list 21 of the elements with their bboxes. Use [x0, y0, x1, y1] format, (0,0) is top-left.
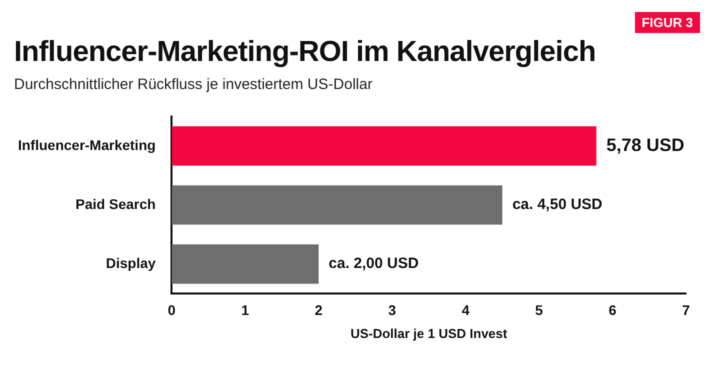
y-tick-label: Paid Search — [76, 196, 156, 212]
x-tick-label: 0 — [168, 302, 176, 318]
x-tick-label: 2 — [314, 302, 323, 318]
x-tick-label: 3 — [388, 302, 396, 318]
bar — [172, 244, 319, 284]
data-label: ca. 2,00 USD — [328, 255, 419, 272]
text: FIGUR 3 — [634, 12, 700, 33]
data-label: 5,78 USD — [606, 134, 684, 155]
x-tick-label: 5 — [535, 302, 544, 318]
x-tick-label: 6 — [608, 302, 617, 318]
bar — [172, 126, 596, 166]
chart-subtitle: Durchschnittlicher Rückfluss je investiertem US-Dollar — [14, 76, 372, 93]
y-tick-label: Influencer-Marketing — [18, 136, 156, 153]
x-tick-label: 4 — [462, 302, 470, 318]
data-label: ca. 4,50 USD — [512, 196, 603, 214]
y-tick-label: Display — [106, 254, 156, 271]
bar — [172, 185, 502, 225]
x-tick-label: 7 — [682, 302, 690, 318]
chart-title: Influencer-Marketing-ROI im Kanalvergleich — [14, 36, 596, 69]
x-axis-title: US-Dollar je 1 USD Invest — [350, 326, 508, 341]
x-tick-label: 1 — [241, 302, 250, 318]
